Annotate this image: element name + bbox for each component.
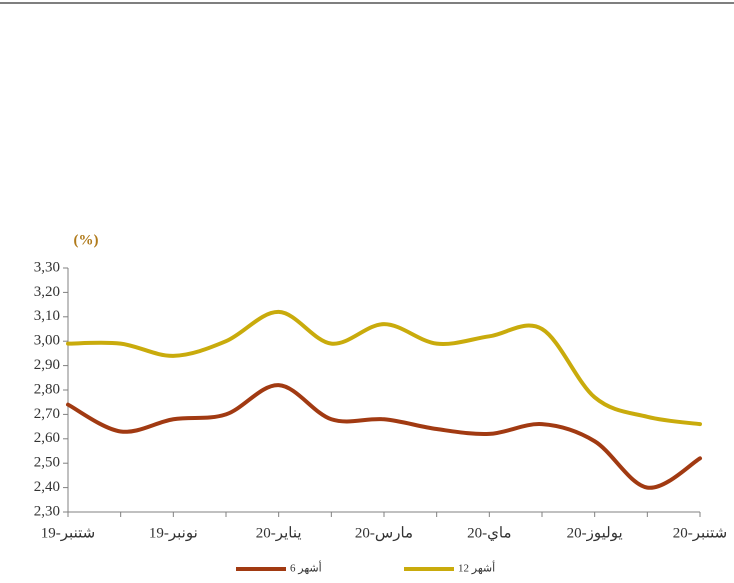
x-tick-label: مارس-20: [355, 525, 413, 541]
x-tick-label: نونبر-19: [149, 525, 198, 541]
series-line: [66, 383, 702, 490]
y-tick-label: 3,30: [34, 259, 60, 275]
x-tick-label: يناير-20: [256, 525, 302, 541]
y-tick-label: 3,10: [34, 308, 60, 324]
y-tick-label: 2,90: [34, 357, 60, 373]
legend-label: 12 أشهر: [458, 561, 495, 575]
x-tick-label: شتنبر-20: [673, 525, 727, 541]
y-tick-label: 2,30: [34, 503, 60, 519]
series-line: [66, 309, 702, 427]
y-tick-label: 3,00: [34, 333, 60, 349]
y-tick-label: 2,50: [34, 455, 60, 471]
y-tick-label: 2,40: [34, 479, 60, 495]
y-tick-label: 2,60: [34, 430, 60, 446]
x-tick-label: ماي-20: [467, 525, 511, 541]
y-tick-label: 3,20: [34, 284, 60, 300]
y-tick-label: 2,80: [34, 381, 60, 397]
x-tick-label: يوليوز-20: [567, 525, 623, 541]
y-unit: (%): [74, 232, 99, 248]
y-tick-label: 2,70: [34, 406, 60, 422]
x-tick-label: شتنبر-19: [41, 525, 95, 541]
legend-label: 6 أشهر: [290, 561, 322, 575]
